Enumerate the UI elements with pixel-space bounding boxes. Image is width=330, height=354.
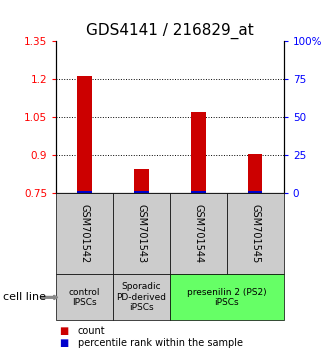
Text: GSM701545: GSM701545 (250, 204, 260, 263)
Text: GSM701543: GSM701543 (137, 204, 147, 263)
Text: GSM701542: GSM701542 (80, 204, 89, 263)
Text: cell line: cell line (3, 292, 46, 302)
Bar (78, 76, 92, 193)
Bar (191, 191, 206, 193)
Bar (134, 169, 148, 193)
Text: presenilin 2 (PS2)
iPSCs: presenilin 2 (PS2) iPSCs (187, 288, 267, 307)
Bar (191, 112, 206, 193)
Bar (248, 154, 262, 193)
Text: ■: ■ (59, 326, 69, 336)
Text: Sporadic
PD-derived
iPSCs: Sporadic PD-derived iPSCs (116, 282, 167, 312)
Text: count: count (78, 326, 105, 336)
Text: percentile rank within the sample: percentile rank within the sample (78, 338, 243, 348)
Bar (248, 191, 262, 193)
Text: GSM701544: GSM701544 (193, 204, 203, 263)
Title: GDS4141 / 216829_at: GDS4141 / 216829_at (86, 23, 254, 39)
Text: ■: ■ (59, 338, 69, 348)
Bar (134, 191, 148, 193)
Bar (78, 191, 92, 193)
Text: control
IPSCs: control IPSCs (69, 288, 100, 307)
